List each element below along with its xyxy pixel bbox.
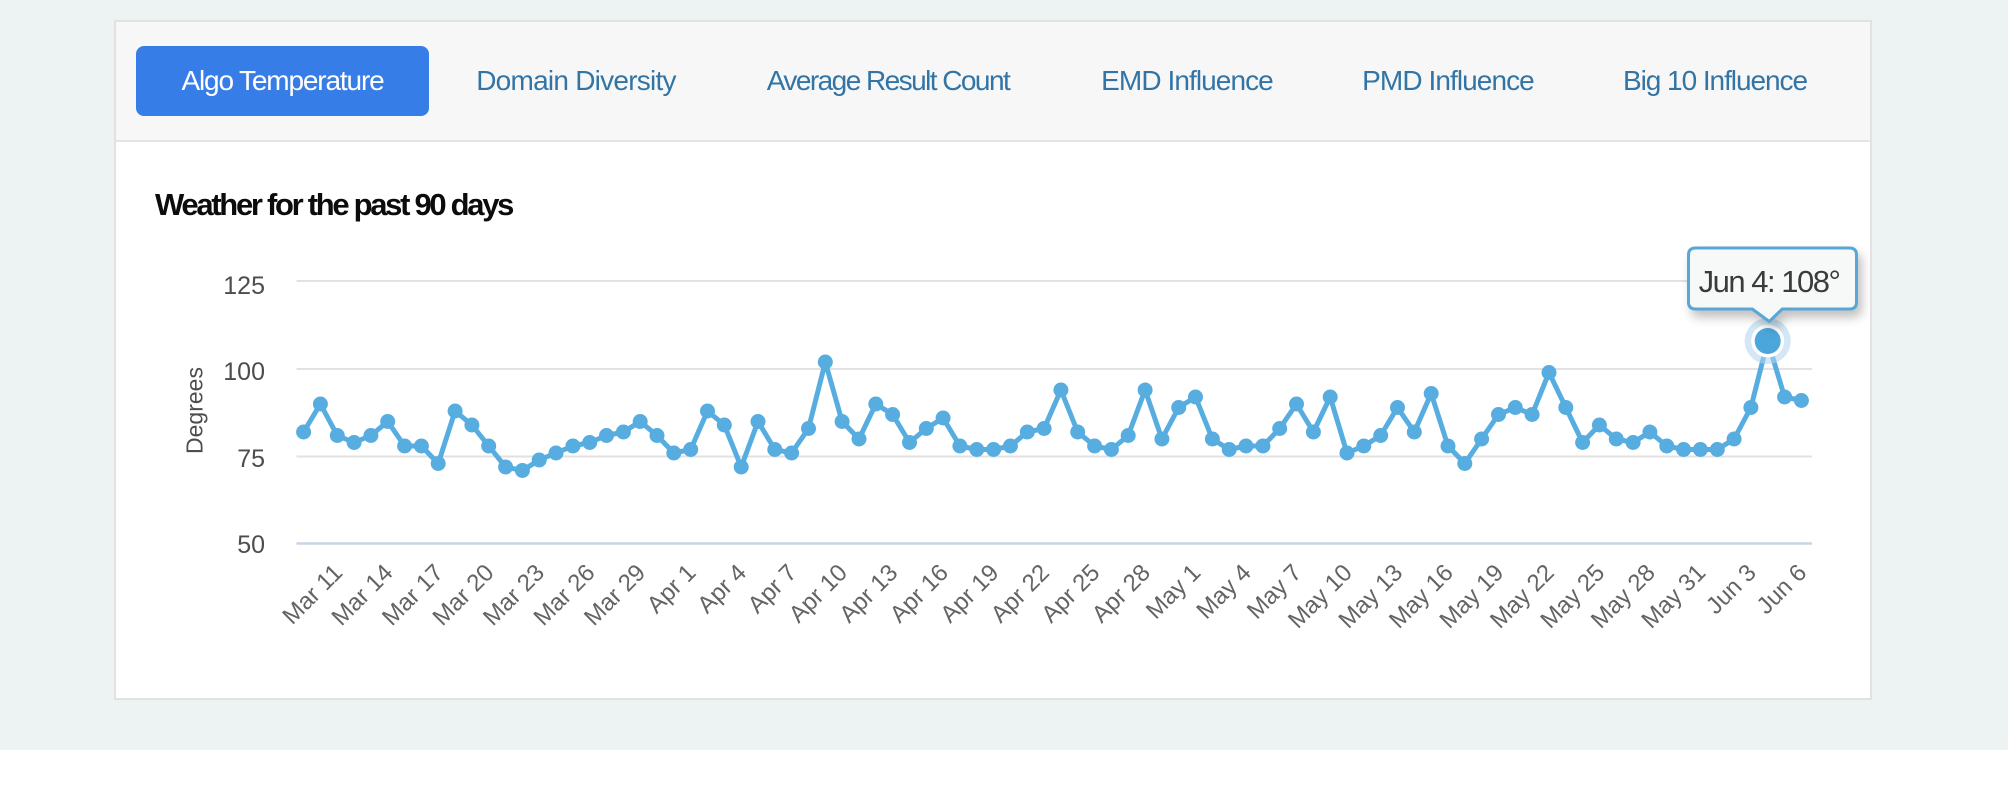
svg-text:Jun 3: Jun 3 [1701,559,1762,620]
svg-text:Jun 4: 108°: Jun 4: 108° [1699,264,1840,299]
svg-text:50: 50 [237,531,265,559]
svg-text:Jun 6: Jun 6 [1752,559,1813,620]
svg-text:Degrees: Degrees [182,367,208,454]
svg-text:Apr 1: Apr 1 [642,559,702,619]
svg-text:Apr 28: Apr 28 [1087,559,1156,628]
svg-text:125: 125 [223,272,265,300]
svg-text:75: 75 [237,445,265,473]
svg-text:Apr 4: Apr 4 [692,559,752,619]
svg-text:100: 100 [223,358,265,386]
svg-text:May 1: May 1 [1141,559,1206,624]
svg-text:May 4: May 4 [1191,559,1256,624]
